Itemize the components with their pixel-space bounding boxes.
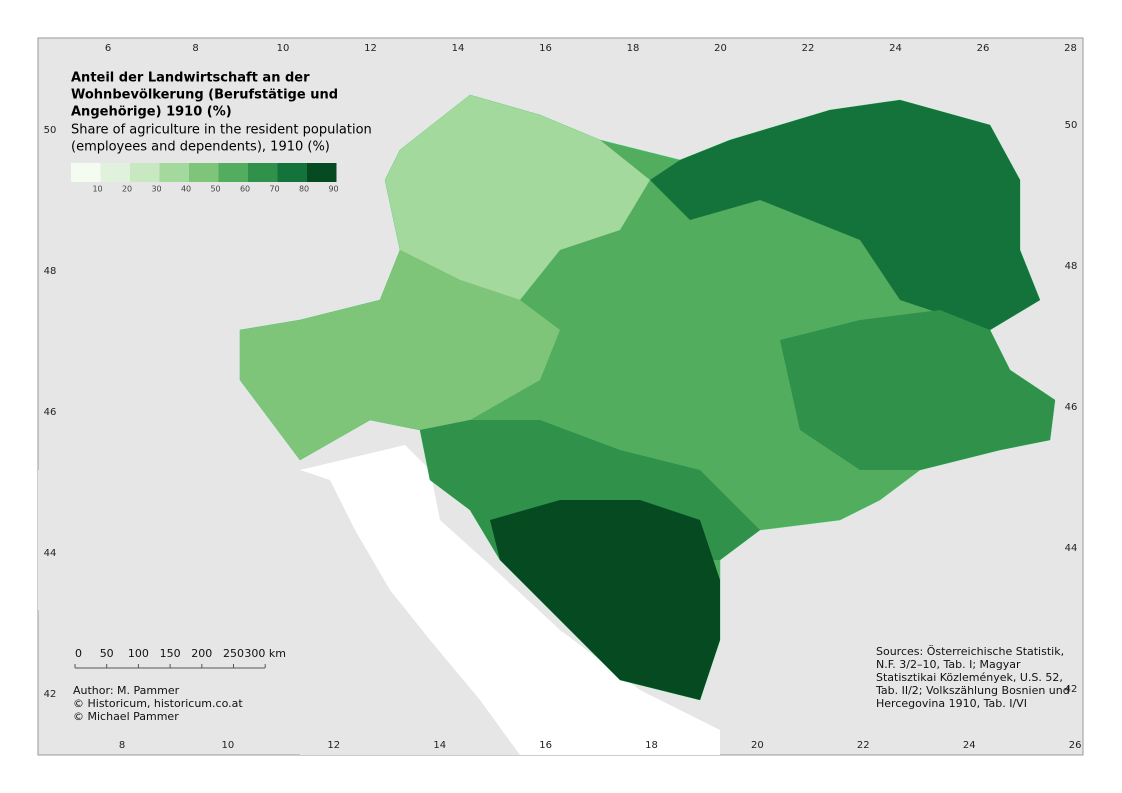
title: Wohnbevölkerung (Berufstätige und xyxy=(71,88,338,103)
bottom-tick-label: 14 xyxy=(433,740,446,751)
legend-swatch xyxy=(307,163,337,182)
austria xyxy=(240,250,560,460)
legend-swatch xyxy=(189,163,219,182)
legend-label: 10 xyxy=(92,185,102,194)
legend-swatch xyxy=(248,163,278,182)
bottom-tick-label: 10 xyxy=(222,740,235,751)
legend-swatch xyxy=(130,163,160,182)
bottom-tick-label: 22 xyxy=(857,740,870,751)
top-tick-label: 18 xyxy=(627,43,640,54)
source: N.F. 3/2–10, Tab. I; Magyar xyxy=(876,658,1021,671)
top-tick-label: 26 xyxy=(977,43,990,54)
title: Angehörige) 1910 (%) xyxy=(71,105,232,120)
bottom-tick-label: 8 xyxy=(119,740,125,751)
scale-label: 0 xyxy=(75,647,82,660)
legend-label: 50 xyxy=(210,185,220,194)
top-tick-label: 16 xyxy=(539,43,552,54)
left-tick-label: 44 xyxy=(44,548,57,559)
left-tick-label: 46 xyxy=(44,407,57,418)
scale-label: 200 xyxy=(191,647,212,660)
top-tick-label: 10 xyxy=(277,43,290,54)
scale-label: 250 xyxy=(223,647,244,660)
top-tick-label: 20 xyxy=(714,43,727,54)
bottom-tick-label: 20 xyxy=(751,740,764,751)
scale-label: 100 xyxy=(128,647,149,660)
credit: © Michael Pammer xyxy=(73,710,179,723)
legend-label: 70 xyxy=(269,185,279,194)
left-tick-label: 50 xyxy=(44,125,57,136)
legend-label: 40 xyxy=(181,185,191,194)
subtitle: Share of agriculture in the resident pop… xyxy=(71,123,372,138)
top-tick-label: 22 xyxy=(802,43,815,54)
galicia xyxy=(650,100,1040,330)
legend-swatch xyxy=(218,163,248,182)
right-tick-label: 46 xyxy=(1065,402,1078,413)
credit: © Historicum, historicum.co.at xyxy=(73,697,243,710)
right-tick-label: 50 xyxy=(1065,120,1078,131)
bottom-tick-label: 16 xyxy=(539,740,552,751)
legend-swatch xyxy=(71,163,101,182)
right-tick-label: 48 xyxy=(1065,261,1078,272)
source: Statisztikai Közlemények, U.S. 52, xyxy=(876,671,1063,684)
legend-swatch xyxy=(100,163,130,182)
italy xyxy=(38,470,520,755)
source: Sources: Österreichische Statistik, xyxy=(876,645,1064,658)
transylvania xyxy=(780,310,1055,470)
subtitle: (employees and dependents), 1910 (%) xyxy=(71,140,330,155)
bohemia xyxy=(385,95,650,300)
legend-label: 90 xyxy=(328,185,338,194)
left-tick-label: 48 xyxy=(44,266,57,277)
legend-swatch xyxy=(159,163,189,182)
legend-label: 80 xyxy=(299,185,309,194)
title: Anteil der Landwirtschaft an der xyxy=(71,71,310,86)
scale-label: 50 xyxy=(100,647,114,660)
scale-label: 150 xyxy=(160,647,181,660)
legend-label: 30 xyxy=(151,185,161,194)
bottom-tick-label: 24 xyxy=(963,740,976,751)
legend-label: 20 xyxy=(122,185,132,194)
right-tick-label: 44 xyxy=(1065,543,1078,554)
right-tick-label: 42 xyxy=(1065,684,1078,695)
bottom-tick-label: 18 xyxy=(645,740,658,751)
bosnia xyxy=(490,500,720,700)
top-tick-label: 24 xyxy=(889,43,902,54)
top-tick-label: 28 xyxy=(1064,43,1077,54)
top-tick-label: 8 xyxy=(192,43,198,54)
source: Tab. II/2; Volkszählung Bosnien und xyxy=(875,684,1070,697)
top-tick-label: 14 xyxy=(452,43,465,54)
credit: Author: M. Pammer xyxy=(73,684,180,697)
source: Hercegovina 1910, Tab. I/VI xyxy=(876,697,1027,710)
legend-swatch xyxy=(277,163,307,182)
left-tick-label: 42 xyxy=(44,689,57,700)
bottom-tick-label: 26 xyxy=(1069,740,1082,751)
legend-label: 60 xyxy=(240,185,250,194)
top-tick-label: 6 xyxy=(105,43,111,54)
scale-label: 300 km xyxy=(244,647,286,660)
bottom-tick-label: 12 xyxy=(327,740,340,751)
top-tick-label: 12 xyxy=(364,43,377,54)
